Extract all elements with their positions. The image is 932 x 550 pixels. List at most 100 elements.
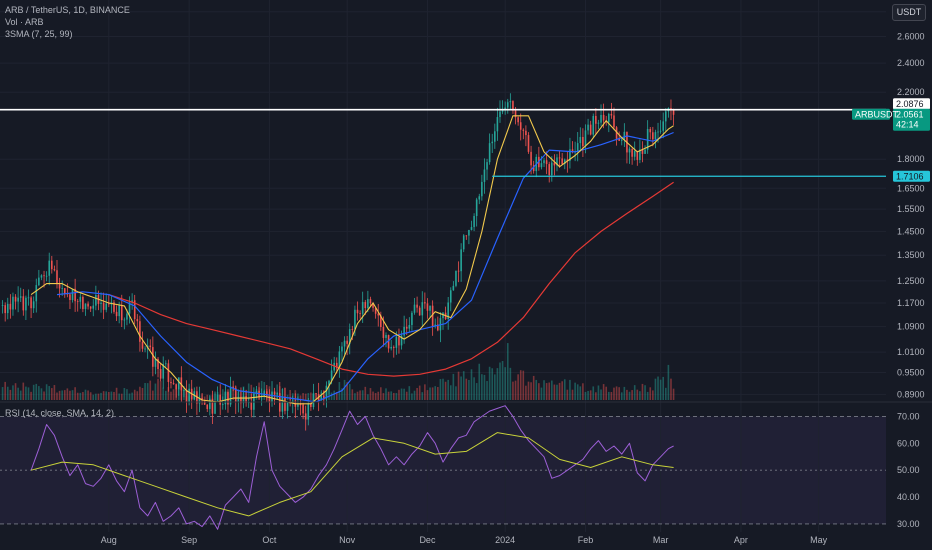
candle-body [113,302,115,312]
volume-bar [431,387,434,400]
candle-body [620,139,623,141]
candle-body [639,149,641,160]
time-tick-label: Oct [262,535,277,545]
volume-bar [12,385,14,400]
volume-bar [35,383,38,400]
volume-bar [434,386,437,400]
volume-legend[interactable]: Vol · ARB [5,17,44,27]
sma-legend[interactable]: 3SMA (7, 25, 99) [5,29,73,39]
volume-bar [377,391,380,400]
volume-bar [136,391,139,400]
volume-bar [48,386,51,400]
volume-bar [330,392,333,400]
candle-body [610,113,613,116]
candle-body [582,136,584,147]
volume-bar [571,389,574,400]
candle-body [351,329,354,330]
candle-body [343,340,346,347]
time-tick-label: 2024 [495,535,515,545]
volume-bar [113,391,115,400]
candle-body [108,303,110,305]
volume-bar [356,391,359,400]
volume-bar [602,384,605,400]
candle-body [221,404,224,406]
candle-body [416,304,418,308]
volume-bar [506,343,509,400]
symbol-tag-bg [852,108,890,120]
candle-body [545,160,548,165]
volume-bar [411,393,413,400]
volume-bar [468,379,470,400]
volume-bar [605,386,608,400]
price-tick-label: 0.9500 [897,368,925,378]
volume-bar [89,392,92,400]
grid-lines [0,0,886,532]
price-tick-label: 1.6500 [897,183,925,193]
candle-body [100,302,102,304]
volume-bar [338,382,341,400]
candle-body [496,117,499,132]
currency-button[interactable]: USDT [892,4,926,21]
volume-bar [108,391,110,400]
volume-bar [592,386,595,400]
candle-body [159,369,162,379]
volume-bar [392,392,395,400]
time-tick-label: May [810,535,828,545]
candle-body [315,393,317,395]
candle-body [25,297,27,311]
candle-body [592,115,595,135]
candle-body [468,229,470,236]
volume-bar [390,391,392,400]
volume-bar [351,389,354,400]
volume-bar [395,393,398,400]
volume-bar [657,376,659,400]
volume-bar [426,390,429,400]
candle-body [224,391,227,405]
candle-body [118,305,120,317]
candle-body [240,396,242,404]
candle-body [646,128,649,150]
candle-body [14,296,17,302]
symbol-title[interactable]: ARB / TetherUS, 1D, BINANCE [5,5,130,15]
candle-body [105,303,108,310]
volume-bar [525,385,527,400]
volume-bar [149,380,152,400]
candle-body [426,303,429,311]
candle-body [455,270,457,286]
candle-body [442,312,444,319]
volume-bar [346,382,348,400]
candle-body [76,301,79,303]
candle-body [354,309,356,330]
candle-body [30,297,32,309]
candle-body [488,143,491,163]
volume-bar [649,387,652,400]
candle-body [255,390,258,394]
candle-body [198,397,201,404]
candle-body [144,348,146,350]
volume-bar [380,387,382,400]
support-tag-bg [893,170,930,182]
volume-bar [76,392,79,400]
candle-body [216,394,219,402]
volume-bar [667,364,670,400]
rsi-axis[interactable]: 70.00 60.00 50.00 40.00 30.00 [897,411,920,529]
rsi-legend[interactable]: RSI (14, close, SMA, 14, 2) [5,408,115,418]
price-tick-label: 1.3500 [897,250,925,260]
sma25-line [56,131,674,403]
candle-body [234,388,237,403]
volume-bar [631,390,633,400]
candle-body [63,288,66,294]
volume-bar [579,386,582,400]
volume-bar [310,392,312,400]
candle-body [304,413,307,420]
volume-bar [478,363,481,400]
candle-body [177,377,180,390]
candle-body [367,299,369,309]
rsi-lines [30,405,674,530]
candle-body [152,347,154,367]
volume-bar [302,393,304,400]
price-axis[interactable]: 2.80002.60002.40002.20001.80001.65001.55… [897,7,925,400]
time-axis[interactable]: Aug Sep Oct Nov Dec 2024 Feb Mar Apr May [101,535,828,545]
volume-bar [530,382,532,400]
